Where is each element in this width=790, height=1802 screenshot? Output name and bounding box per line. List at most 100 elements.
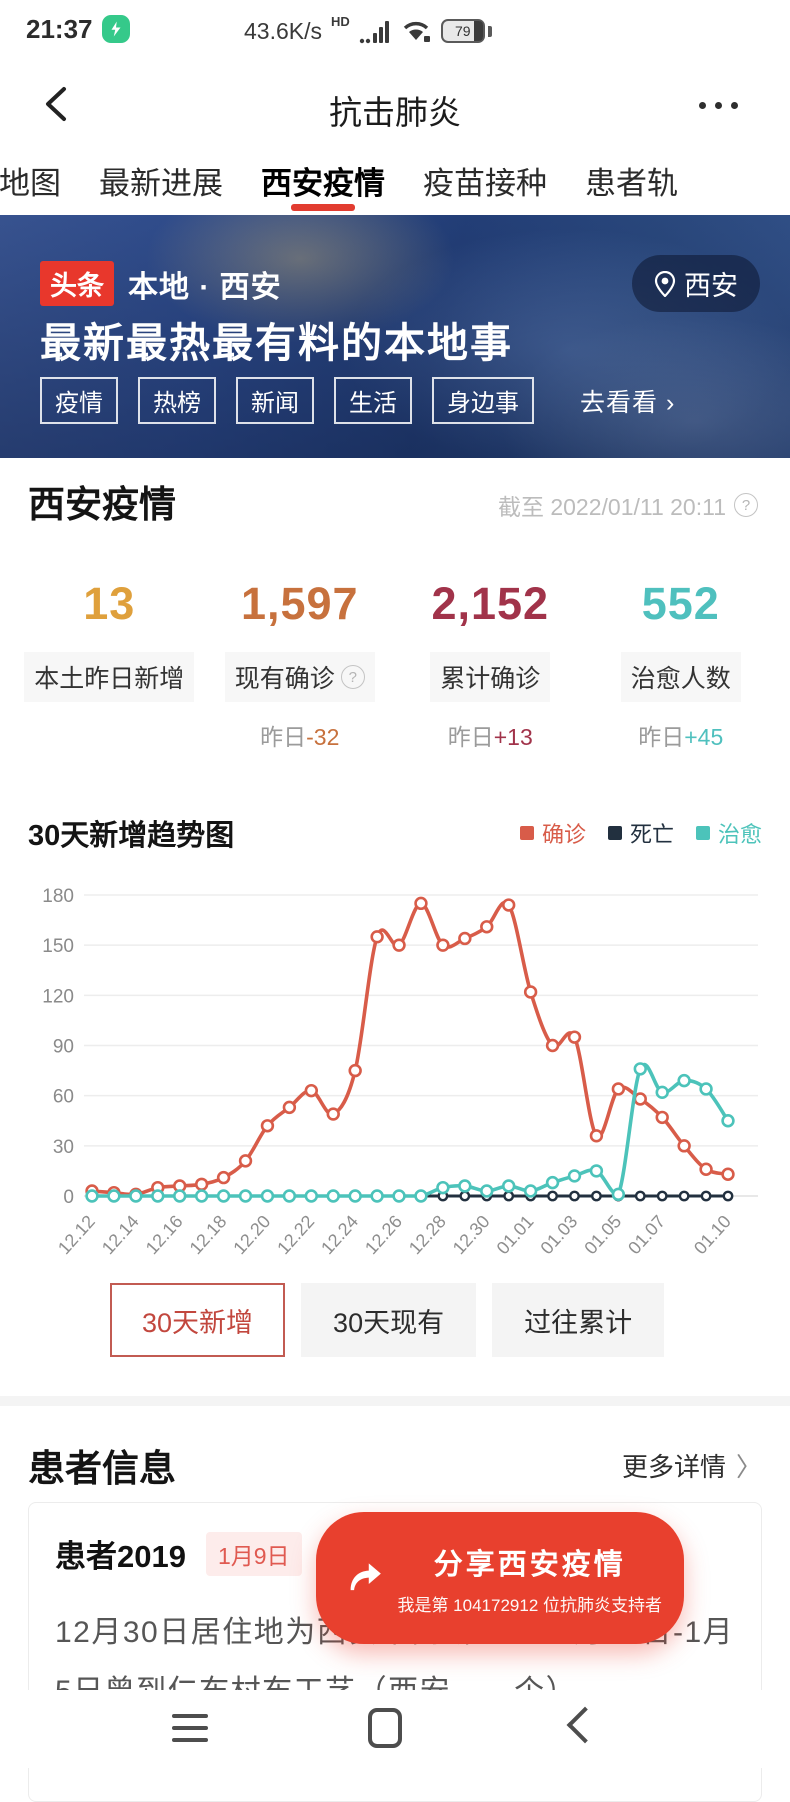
recents-icon[interactable] bbox=[172, 1714, 208, 1742]
as-of-timestamp: 截至 2022/01/11 20:11 ? bbox=[498, 488, 758, 522]
range-button-2[interactable]: 过往累计 bbox=[492, 1283, 665, 1357]
android-back-icon[interactable] bbox=[566, 1706, 604, 1744]
section-title-xian-epidemic: 西安疫情 bbox=[28, 484, 176, 525]
clock: 21:37 bbox=[26, 14, 93, 44]
more-menu-icon[interactable] bbox=[699, 102, 738, 109]
chevron-right-icon: 〉 bbox=[735, 1451, 762, 1482]
legend-确诊: 确诊 bbox=[519, 817, 586, 849]
stat-delta: 昨日+13 bbox=[447, 724, 533, 750]
tab-4[interactable]: 患者轨 bbox=[585, 166, 678, 201]
help-icon[interactable]: ? bbox=[734, 493, 758, 517]
banner-tags: 疫情 热榜 新闻 生活 身边事 去看看 › bbox=[40, 377, 675, 424]
stat-delta: 昨日-32 bbox=[260, 724, 340, 750]
battery-percent: 79 bbox=[454, 23, 471, 39]
banner-tag-4[interactable]: 身边事 bbox=[432, 377, 534, 424]
stat-delta: 昨日+45 bbox=[638, 724, 724, 750]
share-subtext: 我是第 104172912 位抗肺炎支持者 bbox=[397, 1595, 662, 1615]
toutiao-badge: 头条 bbox=[40, 261, 114, 306]
banner-top-row: 头条 本地 · 西安 bbox=[40, 261, 282, 306]
range-button-row: 30天新增 30天现有 过往累计 bbox=[110, 1283, 665, 1357]
banner-tag-3[interactable]: 生活 bbox=[334, 377, 412, 424]
share-label: 分享西安疫情 bbox=[433, 1548, 626, 1581]
svg-text:01.10: 01.10 bbox=[690, 1211, 735, 1258]
tab-bar: 情地图 最新进展 西安疫情 疫苗接种 患者轨 bbox=[0, 146, 790, 215]
trend-header: 30天新增趋势图 确诊 死亡 治愈 bbox=[28, 812, 762, 854]
svg-text:60: 60 bbox=[53, 1087, 74, 1108]
share-button[interactable]: 分享西安疫情 我是第 104172912 位抗肺炎支持者 bbox=[316, 1512, 684, 1644]
tab-3[interactable]: 疫苗接种 bbox=[423, 166, 547, 201]
battery-icon: 79 bbox=[440, 19, 485, 43]
svg-text:01.01: 01.01 bbox=[493, 1211, 538, 1258]
local-news-banner[interactable]: 头条 本地 · 西安 西安 最新最热最有料的本地事 疫情 热榜 新闻 生活 身边事 去看看… bbox=[0, 215, 790, 458]
svg-text:30: 30 bbox=[53, 1137, 74, 1158]
lightning-shield-icon bbox=[111, 21, 121, 37]
network-speed: 43.6K/s bbox=[244, 17, 322, 44]
more-details-link[interactable]: 更多详情〉 bbox=[622, 1447, 762, 1484]
svg-text:120: 120 bbox=[42, 986, 74, 1007]
patient-name: 患者2019 bbox=[55, 1539, 186, 1574]
banner-local-label: 本地 · 西安 bbox=[128, 270, 282, 304]
svg-text:12.14: 12.14 bbox=[98, 1211, 143, 1258]
svg-text:12.16: 12.16 bbox=[142, 1211, 187, 1258]
patient-date-badge: 1月9日 bbox=[205, 1531, 302, 1576]
stat-label: 治愈人数 bbox=[620, 652, 741, 702]
banner-tag-2[interactable]: 新闻 bbox=[236, 377, 314, 424]
help-icon[interactable]: ? bbox=[340, 665, 365, 689]
banner-tag-1[interactable]: 热榜 bbox=[138, 377, 216, 424]
svg-text:12.12: 12.12 bbox=[54, 1211, 99, 1258]
svg-text:90: 90 bbox=[53, 1037, 74, 1058]
signal-bars-icon bbox=[359, 21, 389, 44]
battery-nub bbox=[487, 25, 492, 37]
patients-title: 患者信息 bbox=[28, 1448, 176, 1489]
svg-text:12.18: 12.18 bbox=[186, 1211, 231, 1258]
app-header: 抗击肺炎 bbox=[0, 62, 790, 146]
stat-value: 13 bbox=[83, 578, 136, 629]
trend-title: 30天新增趋势图 bbox=[28, 820, 235, 852]
trend-line-chart: 030609012015018012.1212.1412.1612.1812.2… bbox=[42, 886, 758, 1258]
svg-text:12.26: 12.26 bbox=[361, 1211, 406, 1258]
android-nav-bar bbox=[0, 1690, 790, 1768]
banner-cta[interactable]: 去看看 › bbox=[580, 388, 676, 417]
banner-tag-0[interactable]: 疫情 bbox=[40, 377, 118, 424]
status-icons: 43.6K/s HD 79 bbox=[244, 12, 492, 50]
stat-value: 2,152 bbox=[431, 578, 550, 629]
hd-indicator: HD bbox=[331, 14, 350, 29]
back-icon[interactable] bbox=[38, 84, 78, 124]
svg-text:180: 180 bbox=[42, 886, 74, 907]
share-arrow-icon bbox=[350, 1563, 381, 1591]
stat-0: 13 本土昨日新增 bbox=[14, 578, 205, 752]
svg-text:01.03: 01.03 bbox=[536, 1211, 581, 1258]
svg-text:12.22: 12.22 bbox=[273, 1211, 318, 1258]
wifi-icon bbox=[403, 21, 430, 42]
home-icon[interactable] bbox=[368, 1708, 402, 1748]
range-button-1[interactable]: 30天现有 bbox=[301, 1283, 477, 1357]
stat-label: 现有确诊? bbox=[224, 652, 375, 702]
legend-死亡: 死亡 bbox=[607, 817, 674, 849]
section-divider bbox=[0, 1396, 790, 1406]
patients-header: 患者信息 更多详情〉 bbox=[28, 1438, 762, 1492]
security-app-icon bbox=[102, 15, 130, 43]
svg-text:12.28: 12.28 bbox=[405, 1211, 450, 1258]
tab-2[interactable]: 西安疫情 bbox=[261, 146, 385, 215]
tab-0[interactable]: 情地图 bbox=[0, 166, 61, 201]
stat-1: 1,597 现有确诊? 昨日-32 bbox=[205, 578, 396, 752]
location-pin-icon bbox=[654, 270, 676, 297]
stat-label: 本土昨日新增 bbox=[24, 652, 195, 702]
range-button-0[interactable]: 30天新增 bbox=[110, 1283, 286, 1357]
tab-1[interactable]: 最新进展 bbox=[99, 166, 223, 201]
svg-text:12.24: 12.24 bbox=[317, 1211, 362, 1258]
svg-text:01.05: 01.05 bbox=[580, 1211, 625, 1258]
svg-text:12.20: 12.20 bbox=[229, 1211, 274, 1258]
status-bar: 21:37 43.6K/s HD 79 bbox=[0, 0, 790, 62]
chart-legend: 确诊 死亡 治愈 bbox=[519, 817, 762, 849]
stat-3: 552 治愈人数 昨日+45 bbox=[586, 578, 777, 752]
legend-治愈: 治愈 bbox=[695, 817, 762, 849]
page-title: 抗击肺炎 bbox=[329, 94, 461, 131]
stats-row: 13 本土昨日新增 1,597 现有确诊? 昨日-32 2,152 累计确诊 昨日+13 552… bbox=[14, 578, 776, 752]
location-pill[interactable]: 西安 bbox=[632, 255, 760, 312]
stat-label: 累计确诊 bbox=[430, 652, 551, 702]
svg-text:12.30: 12.30 bbox=[449, 1211, 494, 1258]
svg-text:150: 150 bbox=[42, 936, 74, 957]
banner-headline: 最新最热最有料的本地事 bbox=[40, 320, 513, 366]
stat-2: 2,152 累计确诊昨日+13 bbox=[395, 578, 586, 752]
